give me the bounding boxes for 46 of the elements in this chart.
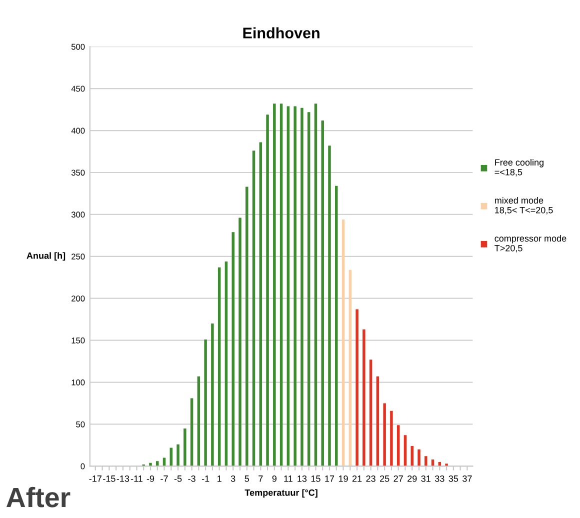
x-tick-label: 17 xyxy=(325,476,334,482)
x-tick-label: -11 xyxy=(130,476,142,482)
x-tick-label: -3 xyxy=(188,475,196,482)
x-tick-label: 37 xyxy=(462,475,472,482)
y-tick-label: 200 xyxy=(72,296,85,302)
x-tick-label: -15 xyxy=(103,476,116,482)
x-tick-label: 29 xyxy=(408,475,417,482)
text: After xyxy=(6,486,70,508)
x-tick-label: 1 xyxy=(218,476,222,482)
chart-title: Eindhoven xyxy=(243,27,320,38)
x-tick-label: -13 xyxy=(116,475,130,482)
y-tick-label: 450 xyxy=(71,86,85,92)
x-tick-label: 3 xyxy=(230,475,236,482)
y-tick-label: 300 xyxy=(71,212,85,218)
x-tick-label: 23 xyxy=(366,475,376,482)
x-tick-label: -9 xyxy=(146,475,154,482)
legend-label: compressor mode T>20,5 xyxy=(494,234,566,252)
x-tick-label: 7 xyxy=(258,476,263,482)
x-tick-label: -17 xyxy=(89,476,102,482)
y-tick-label: 500 xyxy=(71,44,85,50)
x-tick-label: 35 xyxy=(448,475,458,482)
y-axis-title: Anual [h] xyxy=(26,252,66,261)
y-tick-label: 400 xyxy=(71,128,85,134)
x-tick-label: 21 xyxy=(352,475,362,482)
x-tick-label: 5 xyxy=(244,476,250,482)
x-tick-label: 9 xyxy=(272,475,276,482)
y-tick-label: 0 xyxy=(80,463,85,470)
x-axis-title: Temperatuur [°C] xyxy=(244,489,318,498)
y-tick-label: 350 xyxy=(71,170,85,176)
x-tick-label: -1 xyxy=(202,476,210,482)
x-tick-label: 13 xyxy=(298,475,307,482)
x-tick-label: 15 xyxy=(311,476,320,482)
x-tick-label: 19 xyxy=(338,475,348,482)
legend-label: Free cooling =<18,5 xyxy=(494,158,544,176)
x-tick-label: 11 xyxy=(284,476,292,482)
x-tick-label: 25 xyxy=(380,475,390,482)
x-tick-label: -5 xyxy=(174,476,182,482)
legend-label: mixed mode 18,5< T<=20,5 xyxy=(494,196,553,214)
y-tick-label: 250 xyxy=(72,254,85,260)
x-tick-label: 33 xyxy=(434,475,444,482)
y-tick-label: 50 xyxy=(76,421,85,428)
x-tick-label: -7 xyxy=(160,476,168,482)
x-tick-label: 31 xyxy=(421,475,430,482)
x-tick-label: 27 xyxy=(394,475,403,482)
y-tick-label: 100 xyxy=(72,379,85,386)
y-tick-label: 150 xyxy=(72,338,85,344)
